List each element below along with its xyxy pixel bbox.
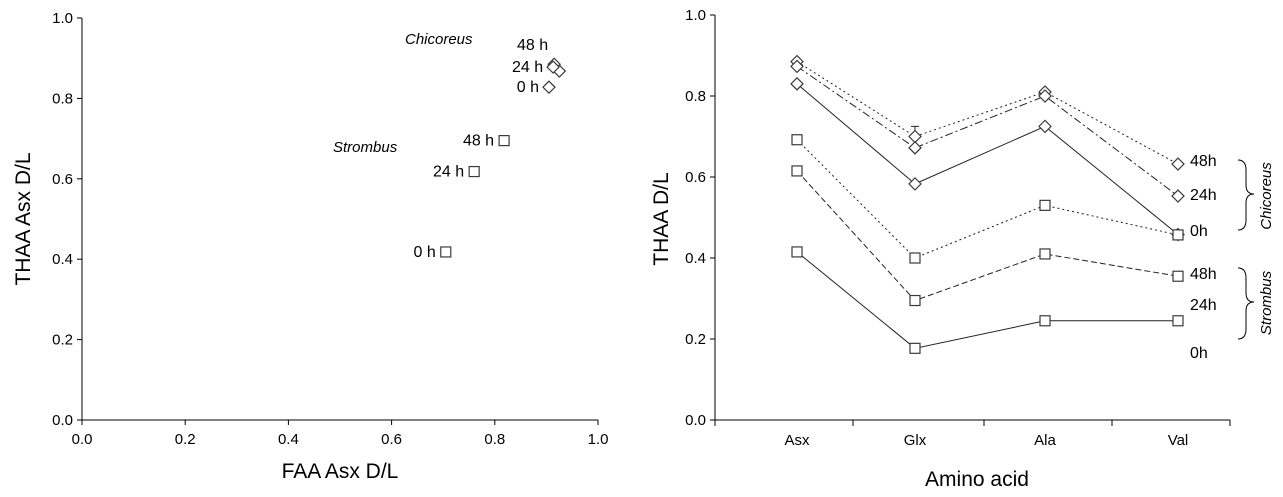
series-marker-chicoreus-48h <box>1171 157 1185 171</box>
line-y-tick-label: 0.2 <box>685 331 706 348</box>
scatter-point-label: 24 h <box>433 164 464 181</box>
scatter-point-strombus <box>440 246 452 258</box>
line-y-tick-label: 0.8 <box>685 88 706 105</box>
series-end-labels: 48h 24h 0h 48h 24h 0h <box>1190 153 1217 362</box>
series-marker-chicoreus-0h <box>1038 119 1052 134</box>
series-end-label: 0h <box>1190 223 1208 240</box>
series-marker-strombus-0h <box>791 246 803 258</box>
line-chart: 0.0 0.2 0.4 0.6 0.8 1.0 Asx Glx Ala Val Amino ac… <box>650 7 1275 491</box>
scatter-point-chicoreus <box>542 80 556 94</box>
series-line-strombus-24h <box>796 170 1179 302</box>
scatter-y-tick-label: 0.8 <box>52 90 73 107</box>
series-marker-chicoreus-48h <box>908 129 922 144</box>
scatter-y-tick-label: 0.0 <box>52 412 73 429</box>
line-y-tick-label: 0.6 <box>685 169 706 186</box>
series-end-label: 48h <box>1190 266 1217 283</box>
series-marker-strombus-0h <box>1172 315 1184 327</box>
series-marker-strombus-24h <box>1172 270 1184 282</box>
series-marker-strombus-48h <box>1039 199 1051 211</box>
scatter-point-label: 48 h <box>517 37 548 54</box>
scatter-y-axis-title: THAA Asx D/L <box>12 152 35 285</box>
series-line-strombus-0h <box>796 251 1178 349</box>
series-marker-strombus-24h <box>909 294 921 307</box>
series-end-label: 24h <box>1190 187 1217 204</box>
line-y-axis-title: THAA D/L <box>650 172 673 265</box>
line-x-tick-label: Ala <box>1034 432 1056 449</box>
bracket-strombus <box>1237 267 1255 340</box>
series-marker-strombus-0h <box>1039 315 1051 327</box>
line-x-ticks: Asx Glx Ala Val <box>714 420 1231 449</box>
scatter-point-strombus <box>498 135 510 147</box>
series-line-chicoreus-0h <box>796 83 1179 235</box>
line-series <box>796 61 1179 349</box>
series-line-chicoreus-24h <box>796 66 1179 197</box>
line-y-tick-label: 0.0 <box>685 412 706 429</box>
series-marker-strombus-48h <box>1172 229 1184 241</box>
series-marker-strombus-48h <box>791 134 803 146</box>
line-x-tick-label: Val <box>1168 432 1189 449</box>
scatter-point-strombus <box>468 165 480 178</box>
line-x-tick-label: Asx <box>784 432 810 449</box>
series-marker-chicoreus-24h <box>790 59 804 74</box>
scatter-x-tick-label: 1.0 <box>588 431 609 448</box>
series-marker-chicoreus-24h <box>1171 189 1185 203</box>
group-label-chicoreus-scatter: Chicoreus <box>405 31 473 48</box>
series-marker-strombus-0h <box>909 342 921 354</box>
series-end-label: 48h <box>1190 153 1217 170</box>
scatter-x-tick-label: 0.8 <box>484 431 505 448</box>
scatter-y-tick-label: 0.6 <box>52 171 73 188</box>
series-marker-chicoreus-0h <box>908 177 922 191</box>
line-markers <box>790 54 1185 354</box>
scatter-y-ticks: 0.0 0.2 0.4 0.6 0.8 1.0 <box>52 10 82 429</box>
scatter-points: 48 h 24 h 0 h 48 h 24 h 0 h <box>414 37 567 261</box>
scatter-point-label: 0 h <box>414 244 436 261</box>
series-marker-strombus-24h <box>1039 248 1051 260</box>
scatter-point-label: 24 h <box>512 59 543 76</box>
scatter-x-tick-label: 0.0 <box>72 431 93 448</box>
scatter-point-label: 48 h <box>463 133 494 150</box>
line-y-tick-label: 1.0 <box>685 7 706 24</box>
series-line-strombus-48h <box>796 139 1179 259</box>
line-y-tick-label: 0.4 <box>685 250 706 267</box>
series-marker-chicoreus-24h <box>1038 89 1052 103</box>
scatter-x-tick-label: 0.6 <box>381 431 402 448</box>
series-marker-chicoreus-24h <box>908 140 922 155</box>
line-x-tick-label: Glx <box>904 432 927 449</box>
scatter-y-tick-label: 0.2 <box>52 332 73 349</box>
bracket-chicoreus <box>1237 159 1255 231</box>
scatter-chart: 0.0 0.2 0.4 0.6 0.8 1.0 0.0 0.2 0.4 0.6 0.8 1.0 FA… <box>12 10 608 483</box>
series-marker-strombus-24h <box>791 165 803 177</box>
scatter-axes <box>81 18 598 421</box>
line-x-axis-title: Amino acid <box>925 468 1029 491</box>
series-marker-strombus-48h <box>909 252 921 264</box>
scatter-point-chicoreus <box>546 60 560 74</box>
line-y-ticks: 0.0 0.2 0.4 0.6 0.8 1.0 <box>685 7 715 429</box>
scatter-x-ticks: 0.0 0.2 0.4 0.6 0.8 1.0 <box>72 420 609 448</box>
scatter-x-axis-title: FAA Asx D/L <box>282 460 399 483</box>
scatter-point-label: 0 h <box>517 79 539 96</box>
group-label-strombus-scatter: Strombus <box>333 139 398 156</box>
series-line-chicoreus-48h <box>796 61 1179 165</box>
series-marker-chicoreus-0h <box>790 77 804 91</box>
scatter-x-tick-label: 0.4 <box>278 431 299 448</box>
series-end-label: 0h <box>1190 345 1208 362</box>
scatter-x-tick-label: 0.2 <box>175 431 196 448</box>
scatter-y-tick-label: 0.4 <box>52 251 73 268</box>
line-axes <box>714 15 1230 421</box>
scatter-y-tick-label: 1.0 <box>52 10 73 27</box>
group-label-strombus-line: Strombus <box>1258 270 1275 335</box>
series-end-label: 24h <box>1190 297 1217 314</box>
group-label-chicoreus-line: Chicoreus <box>1258 162 1275 230</box>
